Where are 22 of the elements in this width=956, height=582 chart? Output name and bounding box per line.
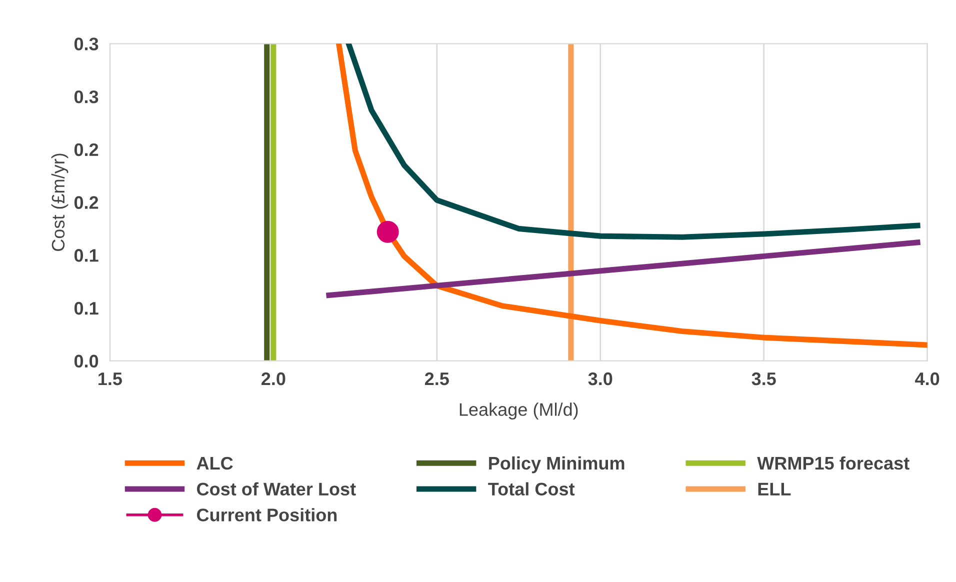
legend-label: Current Position xyxy=(197,508,337,522)
x-tick-label: 2.0 xyxy=(261,372,286,386)
x-axis-title: Leakage (Ml/d) xyxy=(460,402,578,420)
y-tick-label: 0.1 xyxy=(74,249,98,262)
y-tick-label: 0.0 xyxy=(74,354,98,368)
y-tick-label: 0.2 xyxy=(74,196,98,209)
y-tick-label: 0.3 xyxy=(74,38,98,50)
x-tick-label: 3.5 xyxy=(752,372,776,386)
x-tick-label: 2.5 xyxy=(424,372,449,386)
y-tick-label: 0.3 xyxy=(74,90,98,104)
x-tick-label: 4.0 xyxy=(915,372,940,386)
legend-label: Total Cost xyxy=(488,482,575,496)
y-tick-label: 0.2 xyxy=(74,143,98,156)
legend-label: ALC xyxy=(196,456,233,470)
legend-label: Cost of Water Lost xyxy=(197,482,356,496)
x-tick-label: 3.0 xyxy=(588,372,612,386)
legend-label: WRMP15 forecast xyxy=(757,456,910,470)
y-tick-label: 0.1 xyxy=(74,302,98,315)
x-tick-label: 1.5 xyxy=(98,372,122,386)
legend-label: Policy Minimum xyxy=(489,456,624,474)
y-axis-title: Cost (£m/yr) xyxy=(51,154,68,251)
legend-label: ELL xyxy=(758,482,791,496)
